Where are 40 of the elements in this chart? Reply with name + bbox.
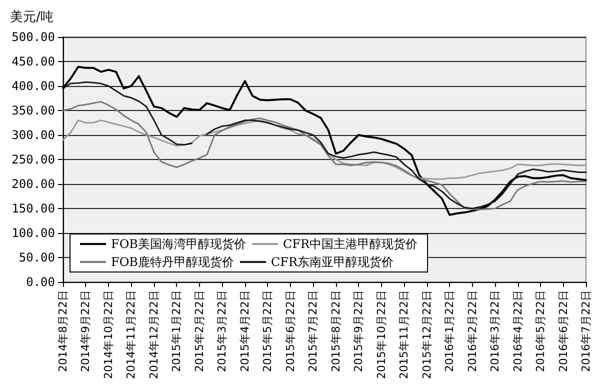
x-tick-label: 2015年10月22日 <box>374 290 388 379</box>
x-tick-label: 2015年3月22日 <box>216 290 229 372</box>
y-tick-label: 50.00 <box>18 250 55 264</box>
x-tick-label: 2014年9月22日 <box>79 290 92 372</box>
y-tick-label: 500.00 <box>12 30 55 44</box>
x-tick-label: 2015年9月22日 <box>352 290 366 372</box>
x-tick-label: 2015年7月22日 <box>306 290 320 372</box>
y-tick-label: 450.00 <box>12 54 55 68</box>
x-tick-label: 2015年4月22日 <box>238 290 252 372</box>
x-tick-label: 2015年5月22日 <box>261 290 274 372</box>
x-tick-label: 2016年1月22日 <box>443 290 456 372</box>
x-tick-label: 2015年11月22日 <box>398 290 411 379</box>
y-tick-label: 350.00 <box>12 104 55 118</box>
legend-label: CFR中国主港甲醇现货价 <box>282 237 418 251</box>
legend-label: FOB鹿特丹甲醇现货价 <box>111 255 234 269</box>
x-tick-label: 2016年6月22日 <box>556 290 570 372</box>
x-tick-label: 2014年12月22日 <box>147 290 160 379</box>
y-tick-label: 400.00 <box>12 79 55 93</box>
x-tick-label: 2016年5月22日 <box>534 290 548 372</box>
x-tick-label: 2015年1月22日 <box>170 290 184 372</box>
x-tick-label: 2016年4月22日 <box>511 290 524 372</box>
x-tick-label: 2014年8月22日 <box>56 290 70 372</box>
x-tick-label: 2014年10月22日 <box>102 290 115 379</box>
y-tick-label: 150.00 <box>12 202 55 216</box>
x-tick-label: 2015年6月22日 <box>284 290 297 372</box>
x-tick-label: 2016年7月22日 <box>580 290 592 372</box>
x-tick-label: 2015年12月22日 <box>420 290 434 379</box>
x-tick-label: 2015年8月22日 <box>329 290 342 372</box>
y-tick-label: 100.00 <box>12 226 55 240</box>
y-tick-label: 200.00 <box>12 177 55 191</box>
x-tick-label: 2016年3月22日 <box>488 290 502 372</box>
legend-label: FOB美国海湾甲醇现货价 <box>111 237 246 251</box>
y-tick-label: 300.00 <box>12 128 55 142</box>
x-tick-label: 2014年11月22日 <box>124 290 138 379</box>
x-tick-label: 2015年2月22日 <box>192 290 206 372</box>
y-tick-label: 250.00 <box>12 152 55 166</box>
x-tick-label: 2016年2月22日 <box>466 290 479 372</box>
legend-label: CFR东南亚甲醇现货价 <box>270 255 394 269</box>
y-axis-title: 美元/吨 <box>10 9 54 25</box>
y-tick-label: 0.00 <box>26 275 55 289</box>
